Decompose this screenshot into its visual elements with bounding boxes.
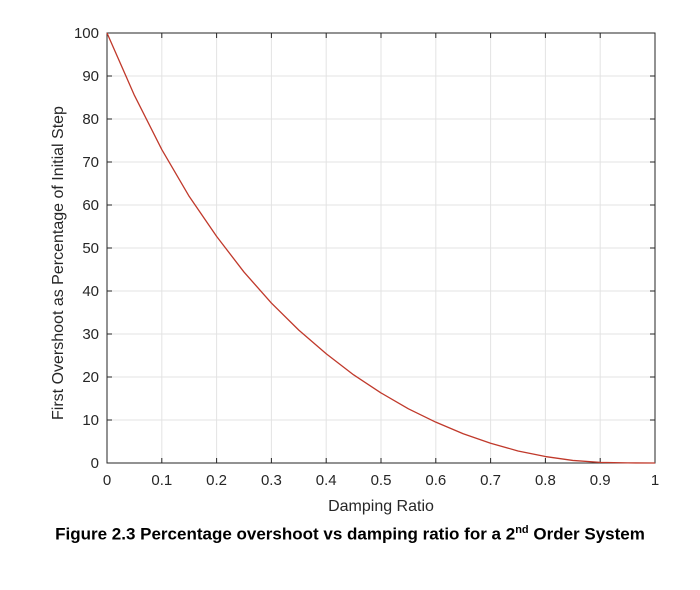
figure-caption: Figure 2.3 Percentage overshoot vs dampi… <box>0 524 700 545</box>
y-tick-label: 60 <box>82 197 99 214</box>
caption-suffix: Order System <box>528 524 645 544</box>
x-tick-label: 0.5 <box>371 472 392 489</box>
chart-figure: 0 0.1 0.2 0.3 0.4 0.5 0.6 0.7 0.8 0.9 1 0 10 20 30 40 50… <box>50 25 659 515</box>
axes-box <box>106 32 656 464</box>
axes: 0 0.1 0.2 0.3 0.4 0.5 0.6 0.7 0.8 0.9 101020304050… <box>74 25 659 489</box>
x-axis-label: Damping Ratio <box>328 498 434 515</box>
y-tick-label: 30 <box>82 326 99 343</box>
y-tick-label: 50 <box>82 240 99 257</box>
y-tick-label: 100 <box>74 25 99 42</box>
caption-superscript: nd <box>515 524 529 536</box>
x-tick-label: 0.4 <box>316 472 337 489</box>
x-tick-label: 0.7 <box>480 472 501 489</box>
x-tick-label: 0.9 <box>590 472 611 489</box>
grid <box>106 32 656 464</box>
y-tick-label: 70 <box>82 154 99 171</box>
overshoot-chart: 0 0.1 0.2 0.3 0.4 0.5 0.6 0.7 0.8 0.9 101020304050… <box>50 25 659 515</box>
x-tick-label: 0.1 <box>151 472 172 489</box>
y-tick-label: 20 <box>82 369 99 386</box>
caption-prefix: Figure 2.3 Percentage overshoot vs dampi… <box>55 524 516 544</box>
x-tick-label: 0.6 <box>425 472 446 489</box>
overshoot-curve <box>106 32 656 464</box>
x-tick-label: 1 <box>651 472 659 489</box>
y-tick-label: 90 <box>82 68 99 85</box>
y-axis-label: First Overshoot as Percentage of Initial… <box>50 106 67 420</box>
x-tick-label: 0.3 <box>261 472 282 489</box>
y-tick-label: 80 <box>82 111 99 128</box>
x-tick-label: 0.8 <box>535 472 556 489</box>
y-tick-label: 10 <box>82 412 99 429</box>
x-tick-label: 0 <box>103 472 111 489</box>
y-tick-label: 0 <box>91 455 99 472</box>
x-tick-label: 0.2 <box>206 472 227 489</box>
series-layer <box>106 32 656 464</box>
y-tick-label: 40 <box>82 283 99 300</box>
